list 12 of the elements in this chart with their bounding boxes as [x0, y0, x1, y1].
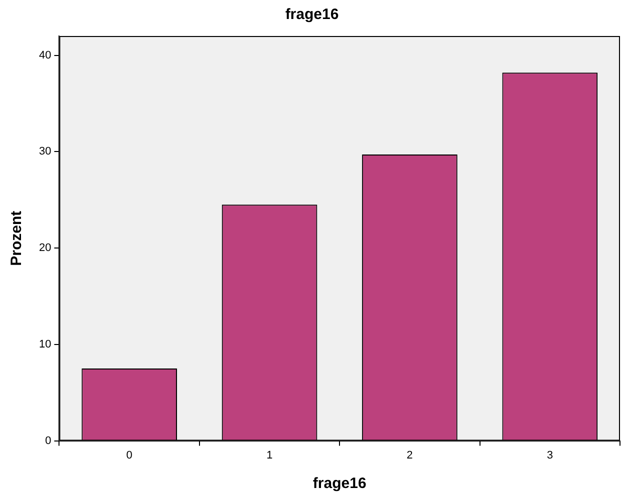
x-tick-label: 0 [126, 449, 132, 462]
x-axis-title: frage16 [312, 475, 366, 492]
y-tick-label: 0 [45, 434, 52, 447]
y-tick-label: 10 [38, 338, 52, 350]
x-tick-label: 1 [266, 449, 273, 462]
y-tick-label: 20 [38, 242, 52, 254]
chart-title: frage16 [285, 6, 339, 24]
y-axis-title: Prozent [8, 210, 26, 266]
x-tick-label: 2 [406, 449, 413, 462]
y-tick-label: 30 [38, 146, 52, 158]
x-tick-label: 3 [546, 449, 553, 462]
y-tick-label: 40 [38, 49, 52, 62]
